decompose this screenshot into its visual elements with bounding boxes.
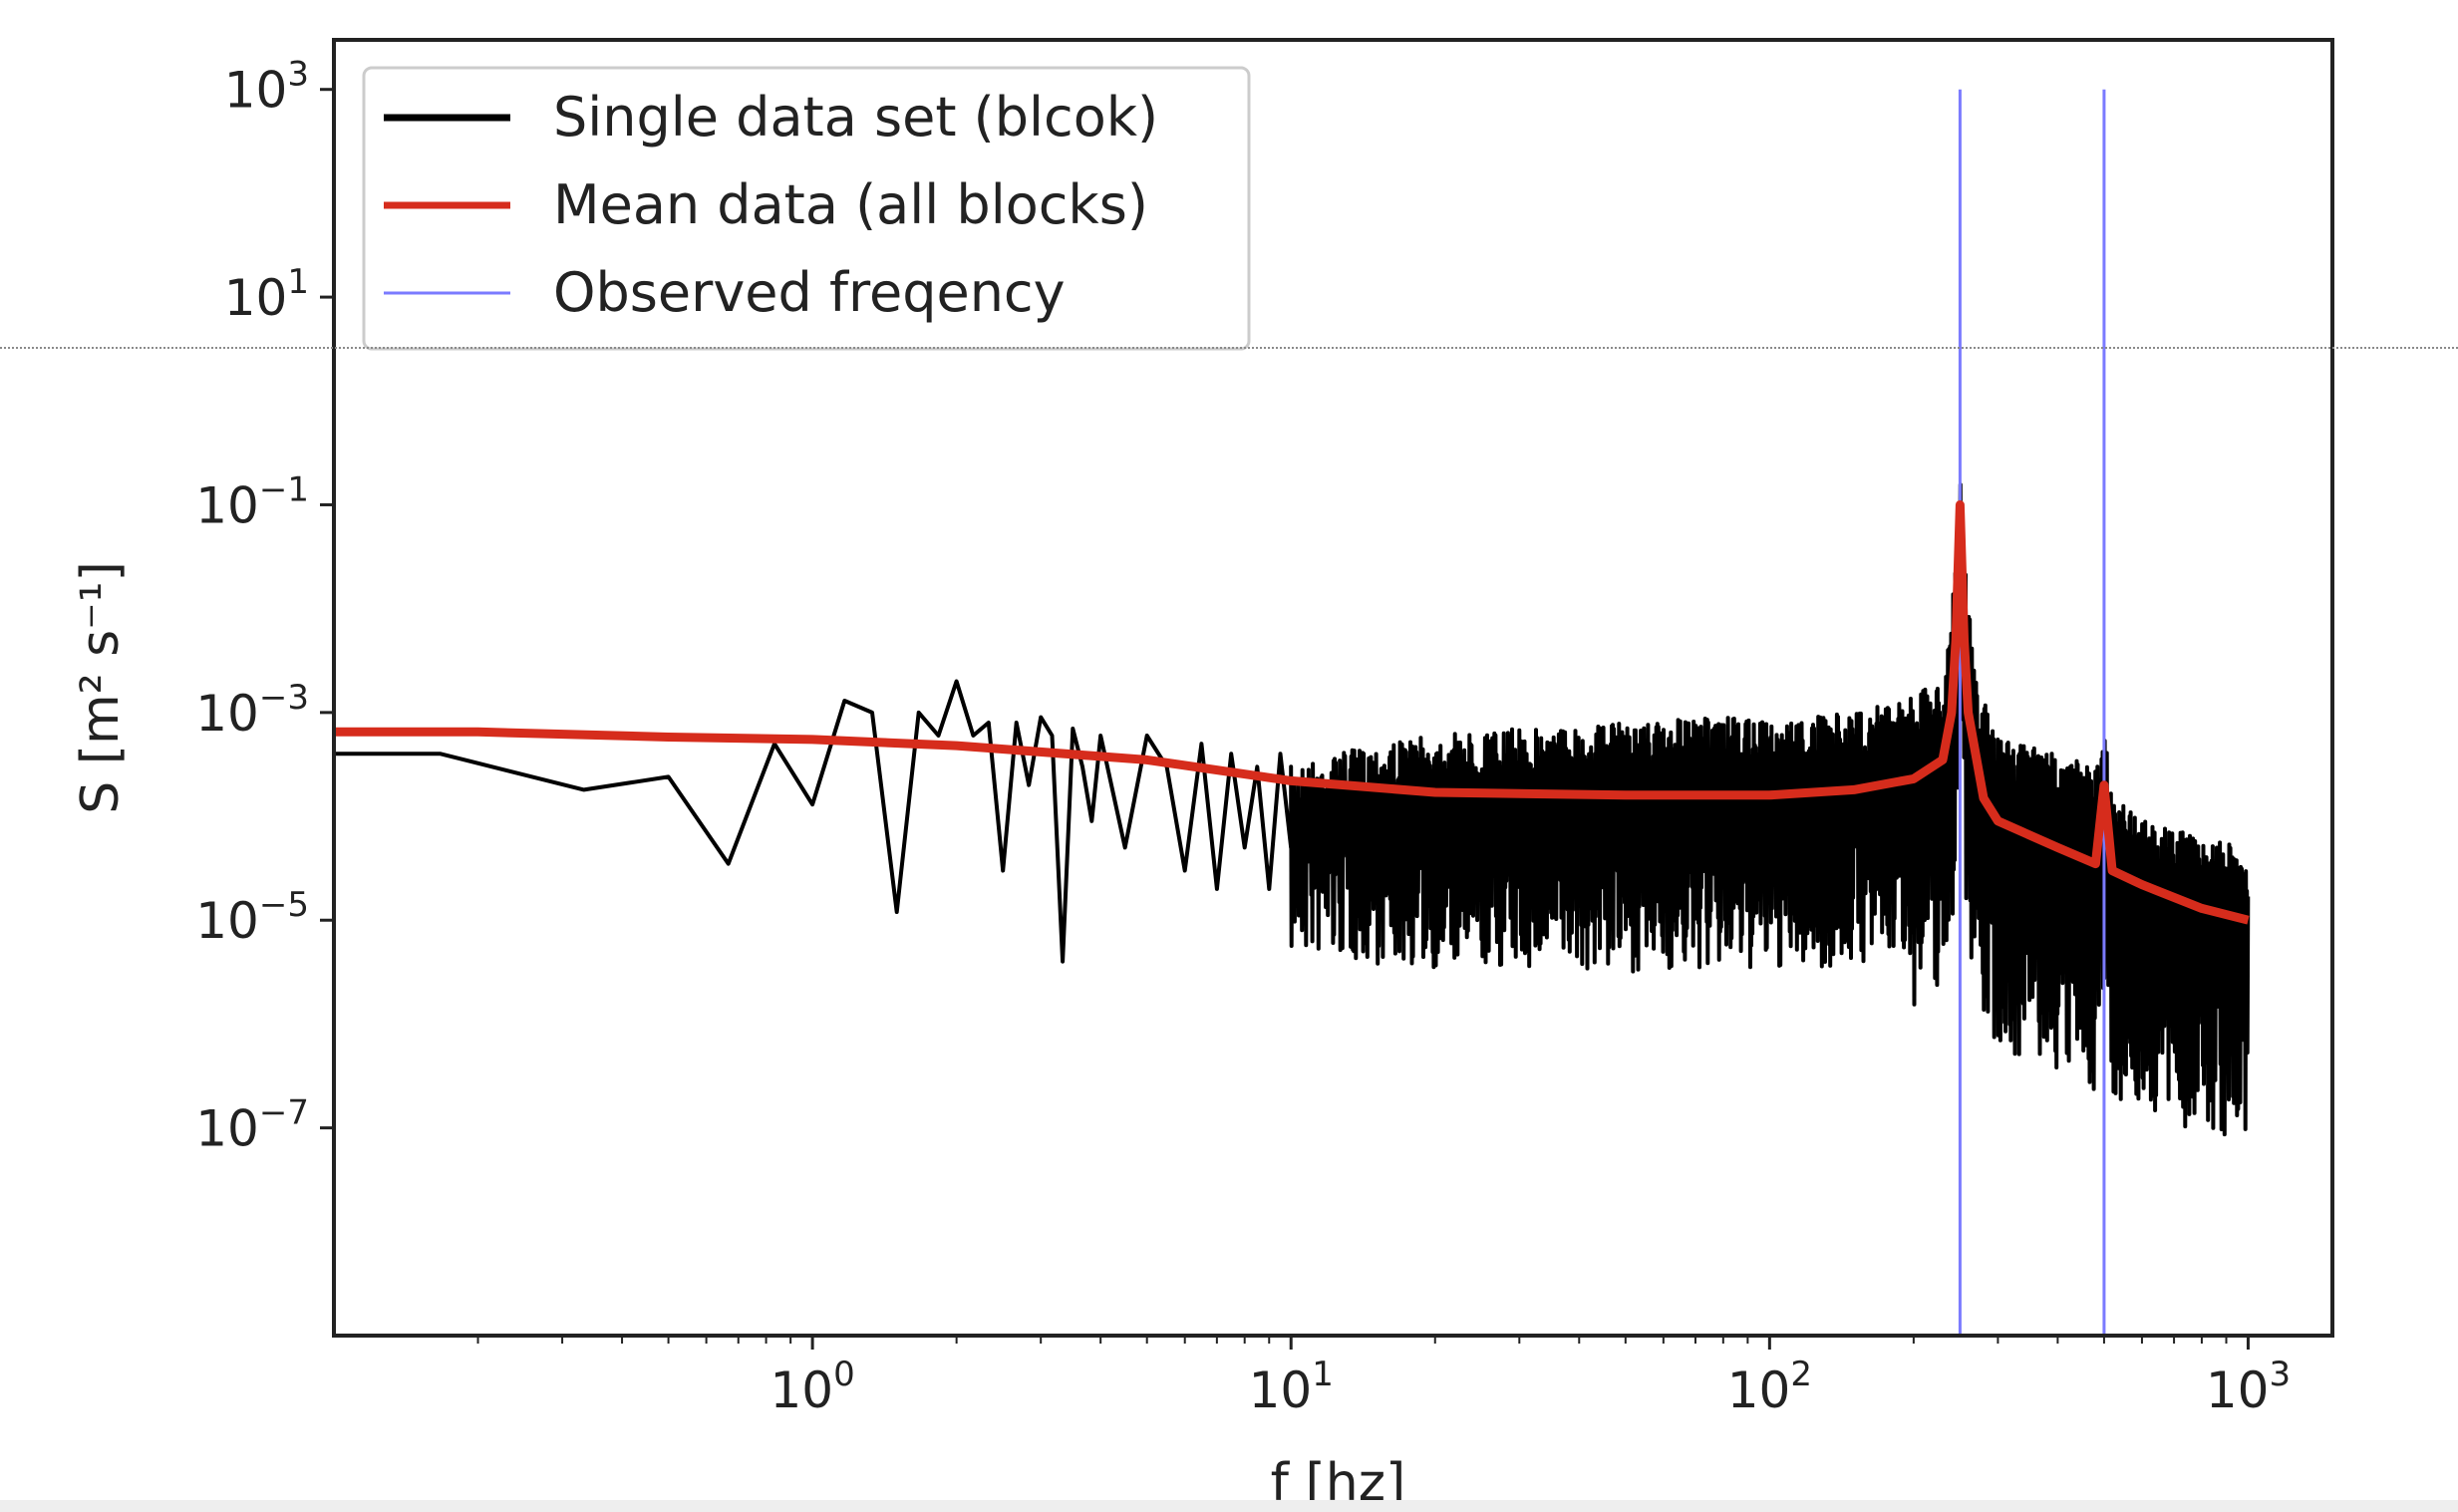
x-tick-base: 10	[1249, 1361, 1313, 1419]
x-tick-label: 100	[769, 1355, 854, 1419]
series-mean-data-line	[334, 500, 2250, 925]
y-tick-exponent: 3	[287, 55, 309, 95]
x-tick-label: 101	[1249, 1355, 1334, 1419]
y-tick-base: 10	[224, 62, 288, 120]
y-tick-label: 10−1	[195, 469, 309, 534]
y-tick-label: 10−7	[195, 1093, 309, 1158]
x-tick-exponent: 3	[2269, 1355, 2291, 1394]
y-tick-base: 10	[195, 685, 259, 743]
y-tick-exponent: −7	[259, 1093, 309, 1133]
x-tick-exponent: 0	[833, 1355, 855, 1394]
bottom-strip	[0, 1500, 2458, 1512]
legend-label: Mean data (all blocks)	[553, 173, 1148, 236]
y-tick-label: 103	[224, 55, 309, 120]
legend-box	[362, 66, 1251, 351]
x-tick-exponent: 2	[1790, 1355, 1812, 1394]
y-tick-base: 10	[224, 269, 288, 327]
y-tick-base: 10	[195, 1100, 259, 1158]
y-axis-label: S [m² s⁻¹]	[71, 561, 131, 814]
y-tick-label: 10−5	[195, 885, 309, 950]
x-tick-label: 102	[1727, 1355, 1812, 1419]
y-tick-exponent: −3	[259, 678, 309, 718]
x-tick-label: 103	[2206, 1355, 2291, 1419]
y-tick-label: 10−3	[195, 678, 309, 743]
legend: Single data set (blcok) Mean data (all bl…	[362, 66, 1251, 351]
y-tick-exponent: 1	[287, 262, 309, 302]
y-tick-label: 101	[224, 262, 309, 327]
plot-frame	[332, 38, 2334, 1338]
y-tick-base: 10	[195, 892, 259, 950]
x-tick-base: 10	[2206, 1361, 2270, 1419]
y-tick-exponent: −1	[259, 469, 309, 509]
y-tick-base: 10	[195, 476, 259, 534]
legend-label: Observed freqency	[553, 261, 1066, 324]
legend-label: Single data set (blcok)	[553, 86, 1158, 149]
y-tick-exponent: −5	[259, 885, 309, 925]
dotted-guide-line	[0, 347, 2458, 349]
x-tick-exponent: 1	[1312, 1355, 1334, 1394]
x-tick-base: 10	[1727, 1361, 1791, 1419]
x-tick-base: 10	[769, 1361, 833, 1419]
series-single-data-line	[334, 482, 2251, 1137]
plot-data-layer	[334, 89, 2251, 1336]
